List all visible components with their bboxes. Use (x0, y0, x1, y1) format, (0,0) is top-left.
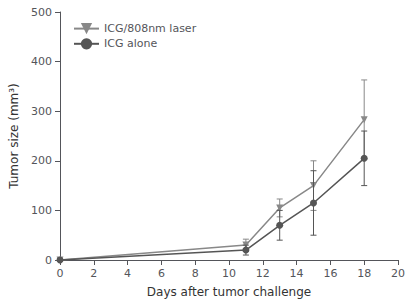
svg-text:6: 6 (158, 267, 165, 280)
svg-text:Days after tumor challenge: Days after tumor challenge (147, 285, 311, 299)
svg-text:Tumor size (mm³): Tumor size (mm³) (7, 83, 21, 190)
svg-text:300: 300 (31, 105, 52, 118)
svg-text:100: 100 (31, 204, 52, 217)
svg-text:8: 8 (192, 267, 199, 280)
svg-text:20: 20 (391, 267, 405, 280)
svg-text:14: 14 (290, 267, 304, 280)
svg-text:500: 500 (31, 6, 52, 19)
svg-text:4: 4 (124, 267, 131, 280)
svg-text:2: 2 (90, 267, 97, 280)
svg-text:400: 400 (31, 55, 52, 68)
svg-text:ICG alone: ICG alone (104, 37, 157, 50)
svg-text:18: 18 (357, 267, 371, 280)
svg-text:ICG/808nm laser: ICG/808nm laser (104, 22, 197, 35)
svg-text:12: 12 (256, 267, 270, 280)
svg-text:0: 0 (57, 267, 64, 280)
svg-text:0: 0 (45, 254, 52, 267)
svg-text:16: 16 (323, 267, 337, 280)
svg-text:200: 200 (31, 154, 52, 167)
svg-text:10: 10 (222, 267, 236, 280)
